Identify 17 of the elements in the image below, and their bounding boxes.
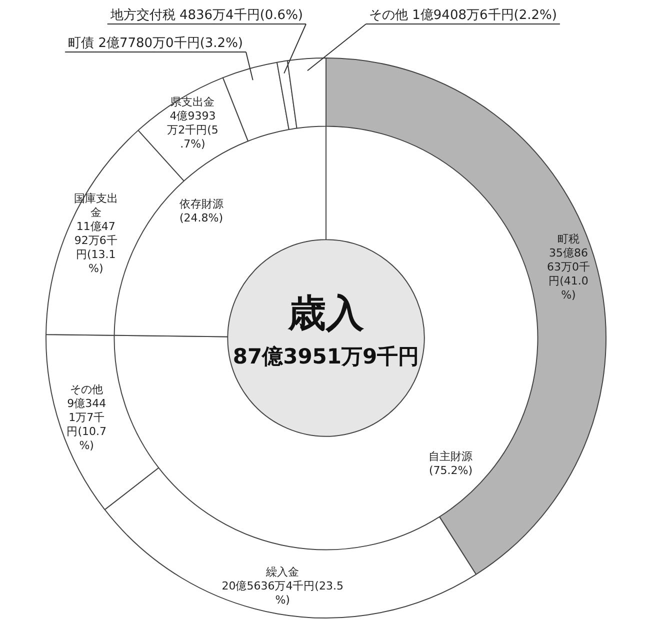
data-label: (24.8%) xyxy=(180,212,224,225)
category-label: その他 1億9408万6千円(2.2%) xyxy=(369,8,557,23)
text: 87億3951万9千円 xyxy=(232,344,420,368)
text: 歳入 xyxy=(287,290,365,335)
slice-label: 地方交付税 4836万4千円(0.6%) xyxy=(109,6,304,23)
data-label: 35億8663万0千円(41.0%) xyxy=(546,246,590,302)
slice-label: 町税 xyxy=(557,232,580,246)
slice-label: 町債 2億7780万0千円(3.2%) xyxy=(68,36,244,51)
slice-label: 依存財源 xyxy=(179,198,224,211)
data-label: 4億9393万2千円(5.7%) xyxy=(167,109,218,150)
data-label: 11億4792万6千円(13.1%) xyxy=(74,220,118,275)
slice-label: 自主財源 xyxy=(428,450,473,464)
data-label: 9億3441万7千円(10.7%) xyxy=(66,397,107,452)
data-label: 20億5636万4千円(23.5%) xyxy=(222,580,344,607)
data-label: (75.2%) xyxy=(428,464,472,478)
slice-label: 繰入金 xyxy=(265,566,300,579)
slice-label: その他 xyxy=(70,383,104,396)
